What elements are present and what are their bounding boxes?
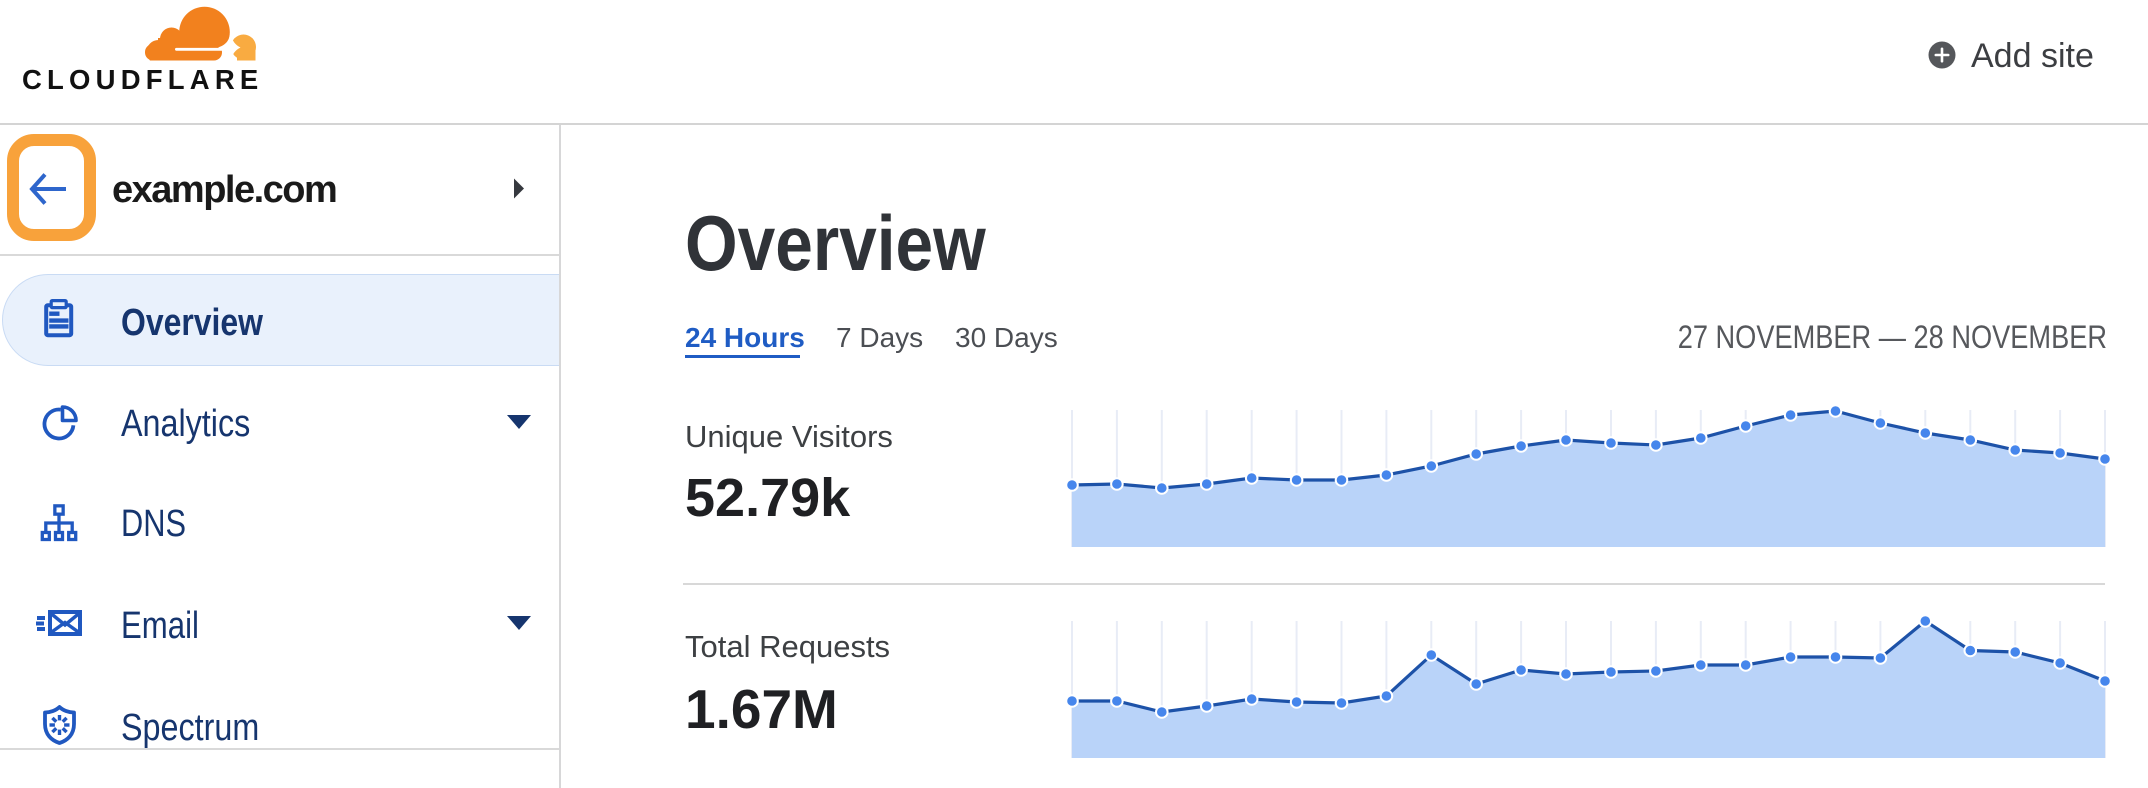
svg-text:CLOUDFLARE: CLOUDFLARE: [22, 64, 263, 95]
